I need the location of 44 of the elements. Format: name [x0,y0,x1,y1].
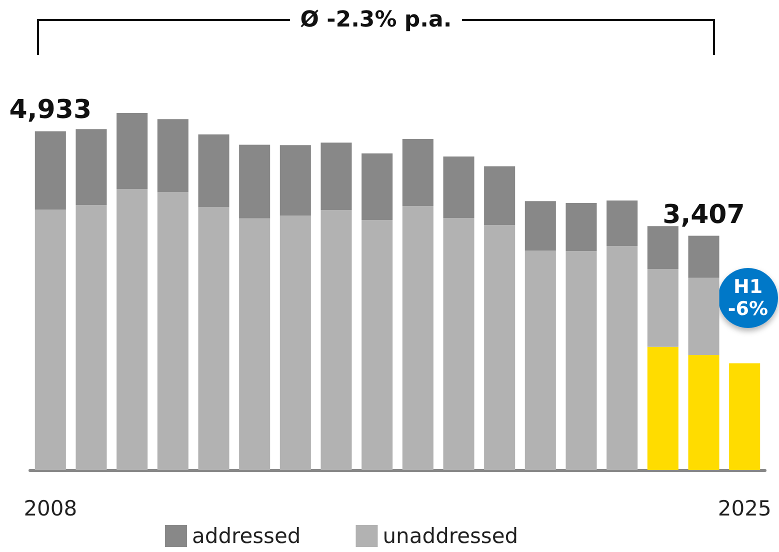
bar [566,251,597,470]
annotation: 4,933 [9,95,92,126]
bar [484,225,516,470]
bar [198,134,230,208]
bar [524,201,556,251]
bar [729,363,760,470]
bar [362,220,393,470]
bar [198,207,230,470]
legend-label: unaddressed [382,524,518,548]
bar [647,226,678,270]
bar [647,269,678,347]
bar [566,202,597,252]
bar [239,218,270,470]
text: Ø -2.3% p.a. [300,8,452,32]
bar [402,206,434,470]
bar [443,156,474,218]
legend-label: addressed [192,524,301,548]
bar [688,355,720,470]
bar [524,250,556,470]
bar [157,192,188,470]
bar [34,131,66,210]
bar [443,218,474,470]
bar [484,166,516,226]
bar [34,210,66,470]
annotation: 3,407 [662,200,745,230]
x-tick-label: 2025 [718,496,772,520]
bar [606,200,638,246]
bar [320,142,352,210]
bar [116,189,148,470]
bar [116,113,148,190]
bar [320,210,352,470]
bar [280,215,311,470]
bar [280,145,311,216]
bar [239,144,270,218]
bar [362,153,393,220]
bar [688,236,720,278]
bar [402,139,434,206]
bar [76,205,107,470]
bar [647,346,678,470]
bar [76,129,107,206]
annotation: H1 -6% [728,276,768,320]
bar [606,246,638,470]
x-tick-label: 2008 [24,496,78,520]
bar [157,119,188,192]
